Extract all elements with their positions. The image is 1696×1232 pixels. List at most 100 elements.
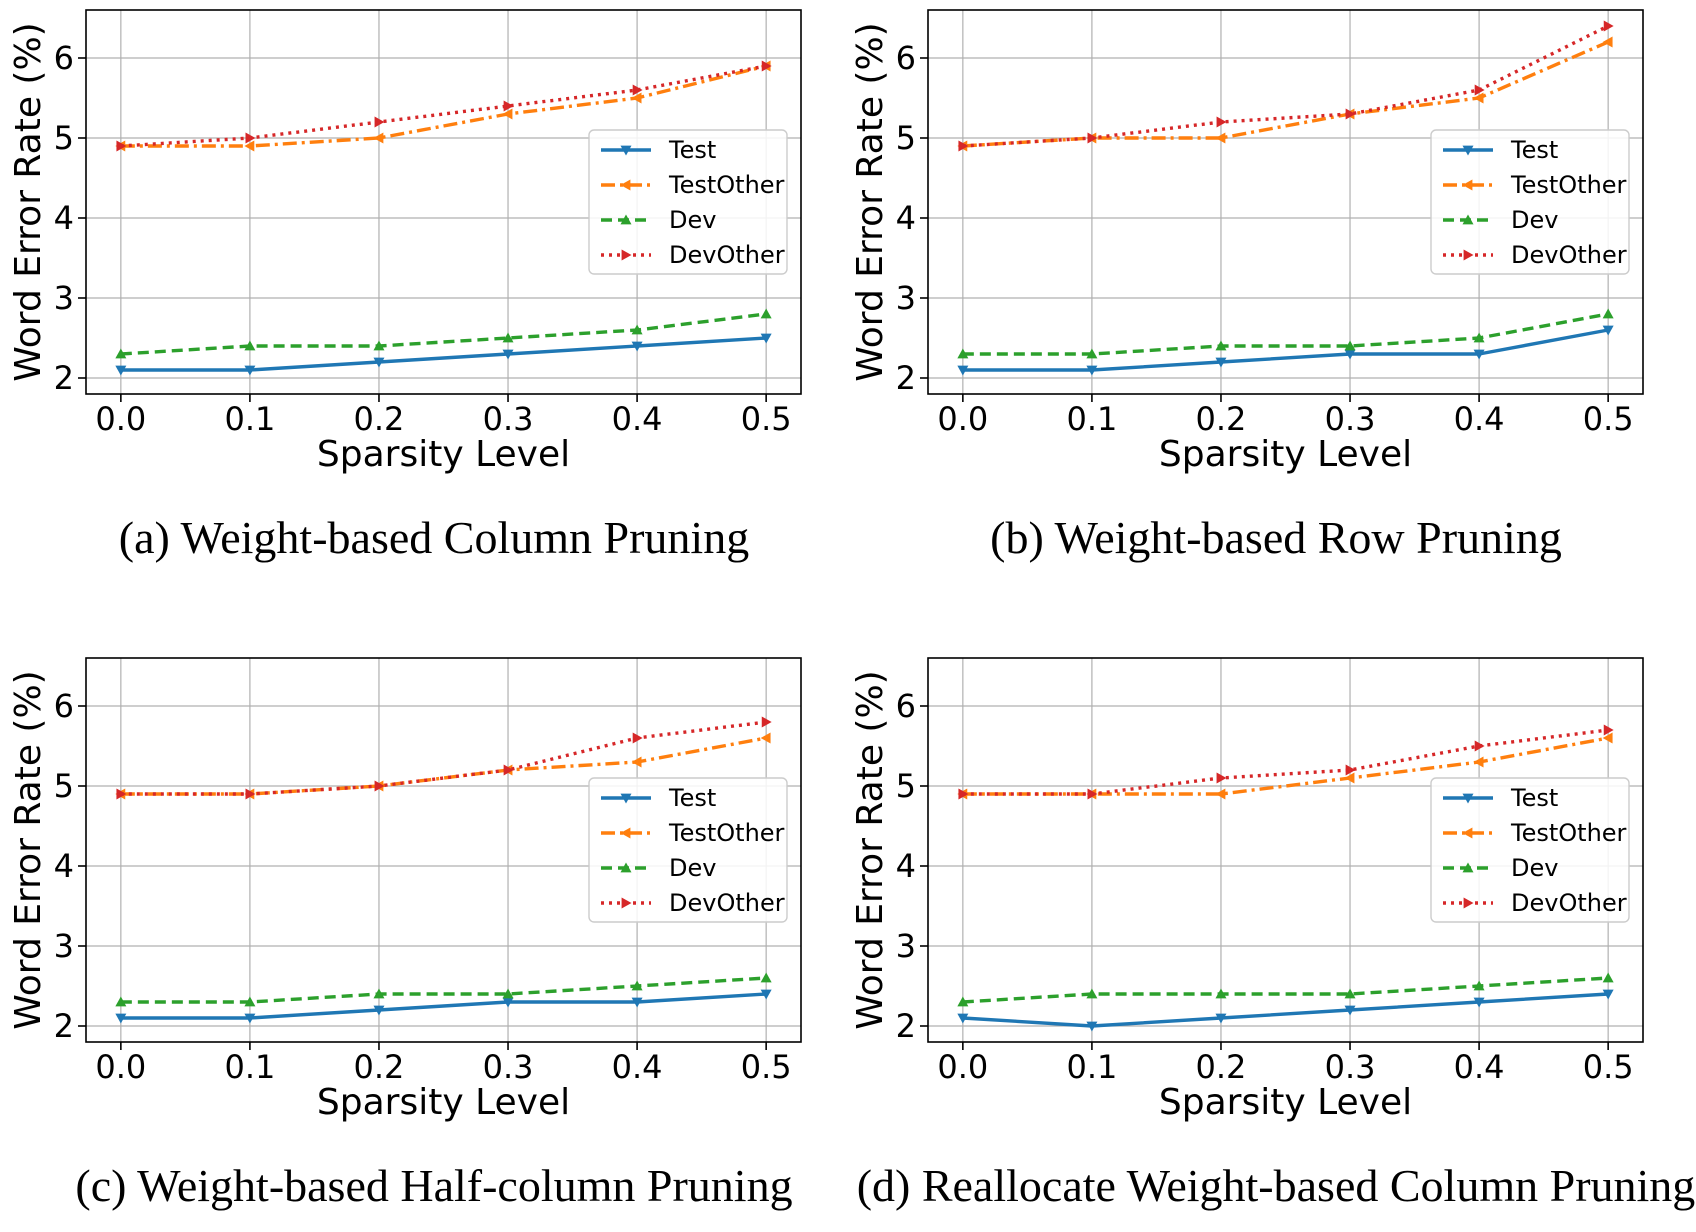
point-devother-b	[1474, 84, 1485, 96]
x-tick-label-b: 0.0	[937, 400, 988, 438]
y-tick-label-c: 6	[54, 687, 74, 725]
legend-label-testother-d: TestOther	[1510, 819, 1627, 847]
line-testother-b	[962, 40, 1609, 148]
legend-box-b	[1430, 129, 1630, 275]
point-devother-b	[958, 140, 969, 152]
legend-label-test-a: Test	[668, 136, 716, 164]
legend-label-dev-d: Dev	[1511, 854, 1558, 882]
legend-label-devother-d: DevOther	[1511, 889, 1627, 917]
caption-a: (a) Weight-based Column Pruning	[119, 512, 749, 563]
point-dev-b	[957, 348, 969, 359]
x-tick-label-b: 0.1	[1066, 400, 1117, 438]
point-testother-d	[1473, 756, 1484, 768]
point-dev-a	[244, 340, 256, 351]
chart-b: 0.0 0.1 0.2 0.3 0.4 0.5 2 3 4 5 6 Sparsity Level Wor…	[850, 9, 1644, 563]
point-devother-d	[1603, 724, 1614, 736]
legend-marker-dev-a	[620, 214, 632, 225]
y-tick-label-c: 5	[54, 767, 74, 805]
chart-a: 0.0 0.1 0.2 0.3 0.4 0.5 2 3 4 5 6 Sparsity Level Wor…	[8, 9, 802, 563]
y-tick-label-b: 4	[896, 199, 916, 237]
legend-box-d	[1430, 777, 1630, 923]
x-tick-label-a: 0.5	[741, 400, 792, 438]
legend-marker-testother-b	[1462, 179, 1473, 191]
line-dev-d	[962, 976, 1609, 1004]
point-dev-a	[631, 324, 643, 335]
legend-label-test-b: Test	[1510, 136, 1558, 164]
point-test-d	[1473, 997, 1485, 1008]
line-devother-b	[962, 24, 1609, 148]
legend-label-dev-c: Dev	[669, 854, 716, 882]
point-test-a	[760, 333, 772, 344]
series-devother-a	[116, 60, 772, 152]
point-devother-c	[632, 732, 643, 744]
chart-d: 0.0 0.1 0.2 0.3 0.4 0.5 2 3 4 5 6 Sparsity Level Wor…	[850, 657, 1695, 1211]
point-devother-a	[503, 100, 514, 112]
point-dev-c	[373, 988, 385, 999]
x-axis-title-b: Sparsity Level	[1159, 434, 1412, 475]
point-test-a	[244, 365, 256, 376]
legend-marker-test-b	[1462, 145, 1474, 156]
x-tick-label-d: 0.3	[1325, 1048, 1376, 1086]
y-tick-label-d: 4	[896, 847, 916, 885]
point-testother-d	[1344, 772, 1355, 784]
x-tick-label-b: 0.5	[1583, 400, 1634, 438]
point-testother-c	[631, 756, 642, 768]
y-tick-label-b: 2	[896, 359, 916, 397]
point-dev-b	[1344, 340, 1356, 351]
series-dev-b	[957, 308, 1614, 359]
x-tick-label-a: 0.2	[354, 400, 405, 438]
y-tick-label-a: 4	[54, 199, 74, 237]
plot-frame-c	[85, 657, 802, 1043]
point-devother-d	[1087, 788, 1098, 800]
legend-marker-testother-d	[1462, 827, 1473, 839]
y-tick-label-a: 6	[54, 39, 74, 77]
legend-marker-test-d	[1462, 793, 1474, 804]
point-test-b	[1473, 349, 1485, 360]
plot-frame-a	[85, 9, 802, 395]
series-test-a	[115, 333, 772, 376]
legend-marker-dev-c	[620, 862, 632, 873]
series-devother-c	[116, 716, 772, 800]
point-dev-b	[1215, 340, 1227, 351]
legend-c: Test TestOther Dev DevOther	[588, 777, 788, 923]
point-test-a	[373, 357, 385, 368]
point-testother-b	[1215, 132, 1226, 144]
legend-marker-devother-d	[1463, 897, 1474, 909]
plot-frame-b	[927, 9, 1644, 395]
panel-d: 0.0 0.1 0.2 0.3 0.4 0.5 2 3 4 5 6 Sparsity Level Wor…	[842, 648, 1696, 1227]
point-dev-d	[1215, 988, 1227, 999]
point-devother-a	[116, 140, 127, 152]
point-devother-d	[1345, 764, 1356, 776]
point-test-b	[1602, 325, 1614, 336]
legend-marker-devother-b	[1463, 249, 1474, 261]
point-devother-b	[1216, 116, 1227, 128]
legend-label-dev-a: Dev	[669, 206, 716, 234]
point-devother-b	[1087, 132, 1098, 144]
point-testother-a	[244, 140, 255, 152]
point-dev-b	[1602, 308, 1614, 319]
point-devother-c	[503, 764, 514, 776]
y-axis-title-c: Word Error Rate (%)	[8, 670, 49, 1029]
y-tick-label-a: 3	[54, 279, 74, 317]
point-devother-d	[1216, 772, 1227, 784]
point-test-d	[1344, 1005, 1356, 1016]
point-devother-a	[761, 60, 772, 72]
point-testother-c	[760, 732, 771, 744]
point-devother-b	[1603, 20, 1614, 32]
series-dev-c	[115, 972, 772, 1007]
x-tick-label-d: 0.5	[1583, 1048, 1634, 1086]
x-tick-label-c: 0.0	[95, 1048, 146, 1086]
legend-label-dev-b: Dev	[1511, 206, 1558, 234]
series-test-c	[115, 989, 772, 1024]
legend-label-testother-c: TestOther	[668, 819, 785, 847]
point-devother-a	[374, 116, 385, 128]
point-testother-d	[1602, 732, 1613, 744]
x-tick-label-a: 0.4	[612, 400, 663, 438]
caption-c: (c) Weight-based Half-column Pruning	[75, 1160, 792, 1211]
point-testother-b	[1602, 36, 1613, 48]
panel-c: 0.0 0.1 0.2 0.3 0.4 0.5 2 3 4 5 6 Sparsity Level Wor…	[0, 648, 848, 1227]
legend-label-testother-a: TestOther	[668, 171, 785, 199]
y-axis-title-a: Word Error Rate (%)	[8, 22, 49, 381]
legend-b: Test TestOther Dev DevOther	[1430, 129, 1630, 275]
point-test-a	[502, 349, 514, 360]
